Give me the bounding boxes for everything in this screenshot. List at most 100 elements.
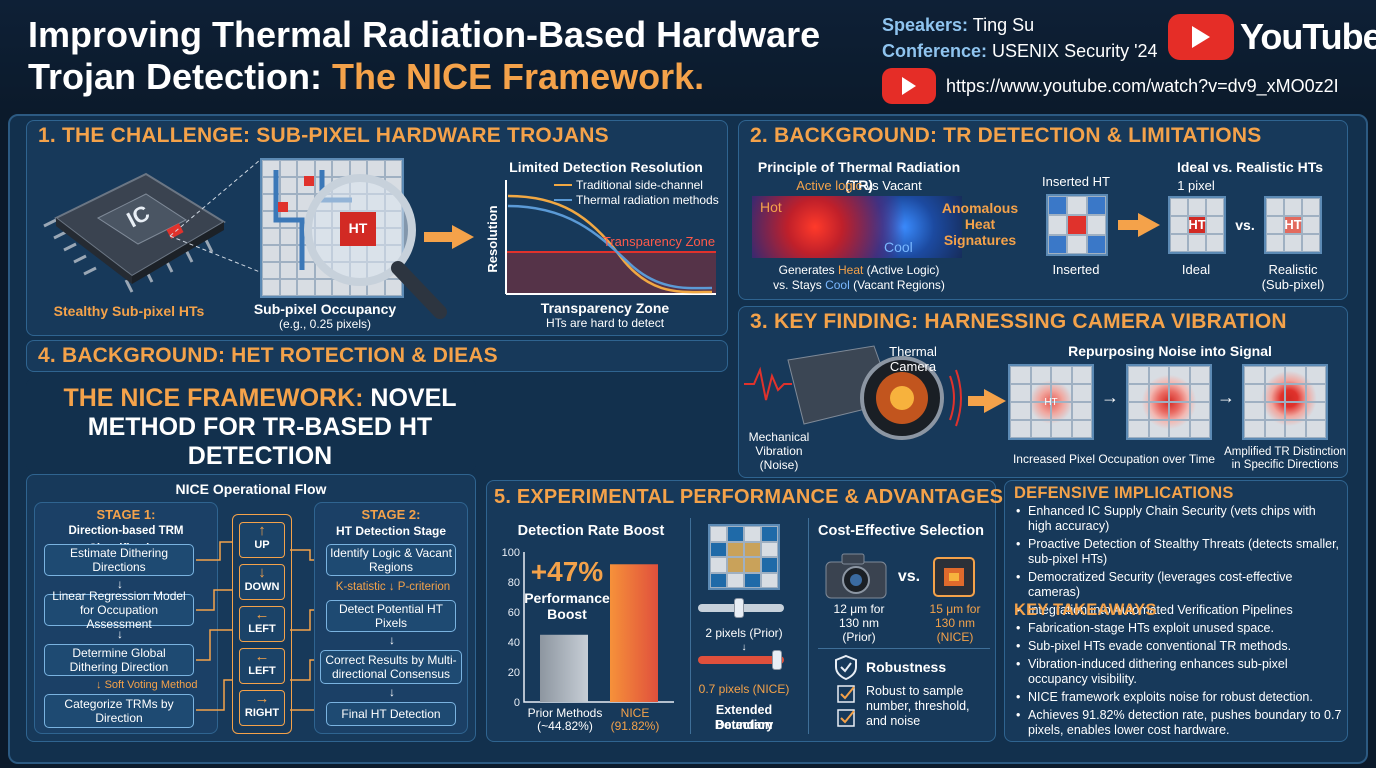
- prior-pixels: 2 pixels (Prior): [705, 626, 783, 640]
- bar-value-nice: (91.82%): [610, 719, 660, 733]
- section-2-title: 2. BACKGROUND: TR DETECTION & LIMITATION…: [750, 124, 1262, 147]
- nice-pixels: 0.7 pixels (NICE): [698, 682, 790, 696]
- robustness-text: Robust to sample number, threshold, and …: [866, 684, 970, 728]
- resolution-chart-title: Limited Detection Resolution: [509, 159, 703, 175]
- takeaways-title: KEY TAKEAWAYS: [1014, 601, 1157, 619]
- zoom-lines: [169, 159, 261, 273]
- youtube-logo[interactable]: YouTube: [1168, 14, 1376, 60]
- legend-thermal: Thermal radiation methods: [576, 193, 719, 207]
- defensive-item: Democratized Security (leverages cost-ef…: [1016, 570, 1342, 600]
- conference-label: Conference:: [882, 41, 988, 61]
- principle-title: Principle of Thermal Radiation (TR): [757, 159, 961, 193]
- active-logic-label: Active logic: [796, 178, 862, 193]
- defensive-item: Proactive Detection of Stealthy Threats …: [1016, 537, 1342, 567]
- chart-title: Detection Rate Boost: [517, 523, 665, 539]
- stage1-step-global: Determine Global Dithering Direction: [44, 644, 194, 676]
- video-link[interactable]: https://www.youtube.com/watch?v=dv9_xMO0…: [882, 68, 1339, 104]
- takeaway-item: Fabrication-stage HTs exploit unused spa…: [1016, 621, 1342, 636]
- heat-text: Heat: [837, 263, 864, 277]
- amplified-caption: Amplified TR Distinction: [1224, 446, 1346, 458]
- vibration-grid-2: [1126, 364, 1212, 440]
- boundary-caption-2: Boundary: [714, 718, 774, 732]
- dir-right: → RIGHT: [239, 690, 285, 726]
- prior-camera-spec: 12 μm for: [833, 602, 885, 616]
- stage1-step-regression: Linear Regression Model for Occupation A…: [44, 589, 194, 631]
- ideal-grid: [1168, 196, 1226, 254]
- realistic-grid: [1264, 196, 1322, 254]
- page-title: Improving Thermal Radiation-Based Hardwa…: [28, 14, 868, 98]
- direction-column: [232, 514, 292, 734]
- down-arrow-icon: ↓: [389, 685, 395, 699]
- boost-label: Performance: [524, 590, 610, 606]
- arrow: [1118, 220, 1140, 230]
- vibration-label-2: Vibration: [755, 444, 803, 458]
- resolution-axis-label: Resolution: [485, 205, 500, 273]
- defensive-item: Integration into Automated Verification …: [1016, 603, 1342, 618]
- vibration-ht-label: HT: [1044, 397, 1058, 408]
- stage2-step-final: Final HT Detection: [326, 702, 456, 726]
- legend-traditional: Traditional side-channel: [576, 178, 703, 192]
- ideal-ht-label: HT: [1188, 217, 1206, 232]
- occupancy-caption: Sub-pixel Occupancy: [253, 301, 397, 317]
- section-5-title: 5. EXPERIMENTAL PERFORMANCE & ADVANTAGES: [494, 486, 1004, 508]
- y-tick-label: 20: [508, 667, 520, 679]
- one-pixel-label: 1 pixel: [1177, 178, 1215, 193]
- boost-value: +47%: [530, 556, 604, 587]
- nice-slider: [698, 656, 784, 664]
- arrow-right-icon: →: [1217, 387, 1235, 407]
- section-4-bar: [26, 340, 728, 372]
- bar-label-nice: NICE: [620, 706, 650, 720]
- prior-camera-tag: (Prior): [842, 630, 876, 644]
- takeaway-item: Vibration-induced dithering enhances sub…: [1016, 657, 1342, 687]
- dir-left-label: LEFT: [248, 623, 276, 635]
- section-4-title: 4. BACKGROUND: HET ROTECTION & DIEAS: [38, 344, 498, 367]
- talk-meta: Speakers: Ting Su Conference: USENIX Sec…: [882, 14, 1158, 62]
- thermal-heatmap: [752, 196, 962, 258]
- dir-up: ↑ UP: [239, 522, 285, 558]
- arrow-head: [452, 225, 474, 249]
- vs-label: vs: [862, 178, 883, 193]
- header: [0, 0, 1376, 112]
- dir-left-2: ← LEFT: [239, 648, 285, 684]
- stage1-step-estimate: Estimate Dithering Directions: [44, 544, 194, 576]
- shield-icon: [835, 654, 857, 680]
- dir-up-label: UP: [254, 539, 270, 551]
- p-criterion-label: P-criterion: [397, 581, 451, 593]
- framework-title-accent: THE NICE FRAMEWORK:: [63, 384, 364, 412]
- defensive-item: Enhanced IC Supply Chain Security (vets …: [1016, 504, 1342, 534]
- stage-2-subtitle: HT Detection Stage: [335, 524, 446, 538]
- video-url[interactable]: https://www.youtube.com/watch?v=dv9_xMO0…: [946, 75, 1339, 96]
- stage2-step-detect: Detect Potential HT Pixels: [326, 600, 456, 632]
- dir-down: ↓ DOWN: [239, 564, 285, 600]
- realistic-caption: Realistic: [1268, 262, 1318, 277]
- nice-slider-handle: [772, 650, 782, 670]
- takeaway-item: Achieves 91.82% detection rate, pushes b…: [1016, 708, 1342, 738]
- stage2-step-correct: Correct Results by Multi-directional Con…: [320, 650, 462, 684]
- nice-camera-spec: 15 μm for: [929, 602, 981, 616]
- bar-nice: [610, 564, 658, 702]
- arrow-head: [1138, 213, 1160, 237]
- arrow: [424, 232, 454, 242]
- checkbox-icons: [837, 685, 855, 727]
- down-arrow-icon: ↓: [389, 633, 395, 647]
- detection-rate-chart: 100 80 60 40 20 0: [502, 547, 674, 709]
- camera-label-2: Camera: [889, 359, 937, 374]
- realistic-ht-label: HT: [1284, 217, 1302, 232]
- x-subcaption: HTs are hard to detect: [545, 316, 665, 330]
- dir-left: ← LEFT: [239, 606, 285, 642]
- arrow-head: [984, 389, 1006, 413]
- bar-value-prior: (~44.82%): [537, 719, 593, 733]
- boundary-caption: Extended Detection: [715, 703, 773, 732]
- hot-label: Hot: [760, 199, 782, 215]
- nice-camera-node: 130 nm: [934, 616, 976, 630]
- framework-title-text: NOVEL METHOD FOR TR-BASED HT DETECTION: [87, 384, 457, 470]
- section-3-title: 3. KEY FINDING: HARNESSING CAMERA VIBRAT…: [750, 310, 1287, 333]
- speakers-label: Speakers:: [882, 15, 969, 35]
- dir-down-label: DOWN: [244, 581, 280, 593]
- inserted-grid: [1046, 194, 1108, 256]
- anomalous-label: Anomalous Heat Signatures: [941, 200, 1019, 248]
- bar-prior-methods: [540, 634, 588, 702]
- camera-nice-icon: [933, 557, 975, 597]
- title-line-1: Improving Thermal Radiation-Based Hardwa…: [28, 14, 821, 55]
- magnifier-icon: [304, 174, 447, 319]
